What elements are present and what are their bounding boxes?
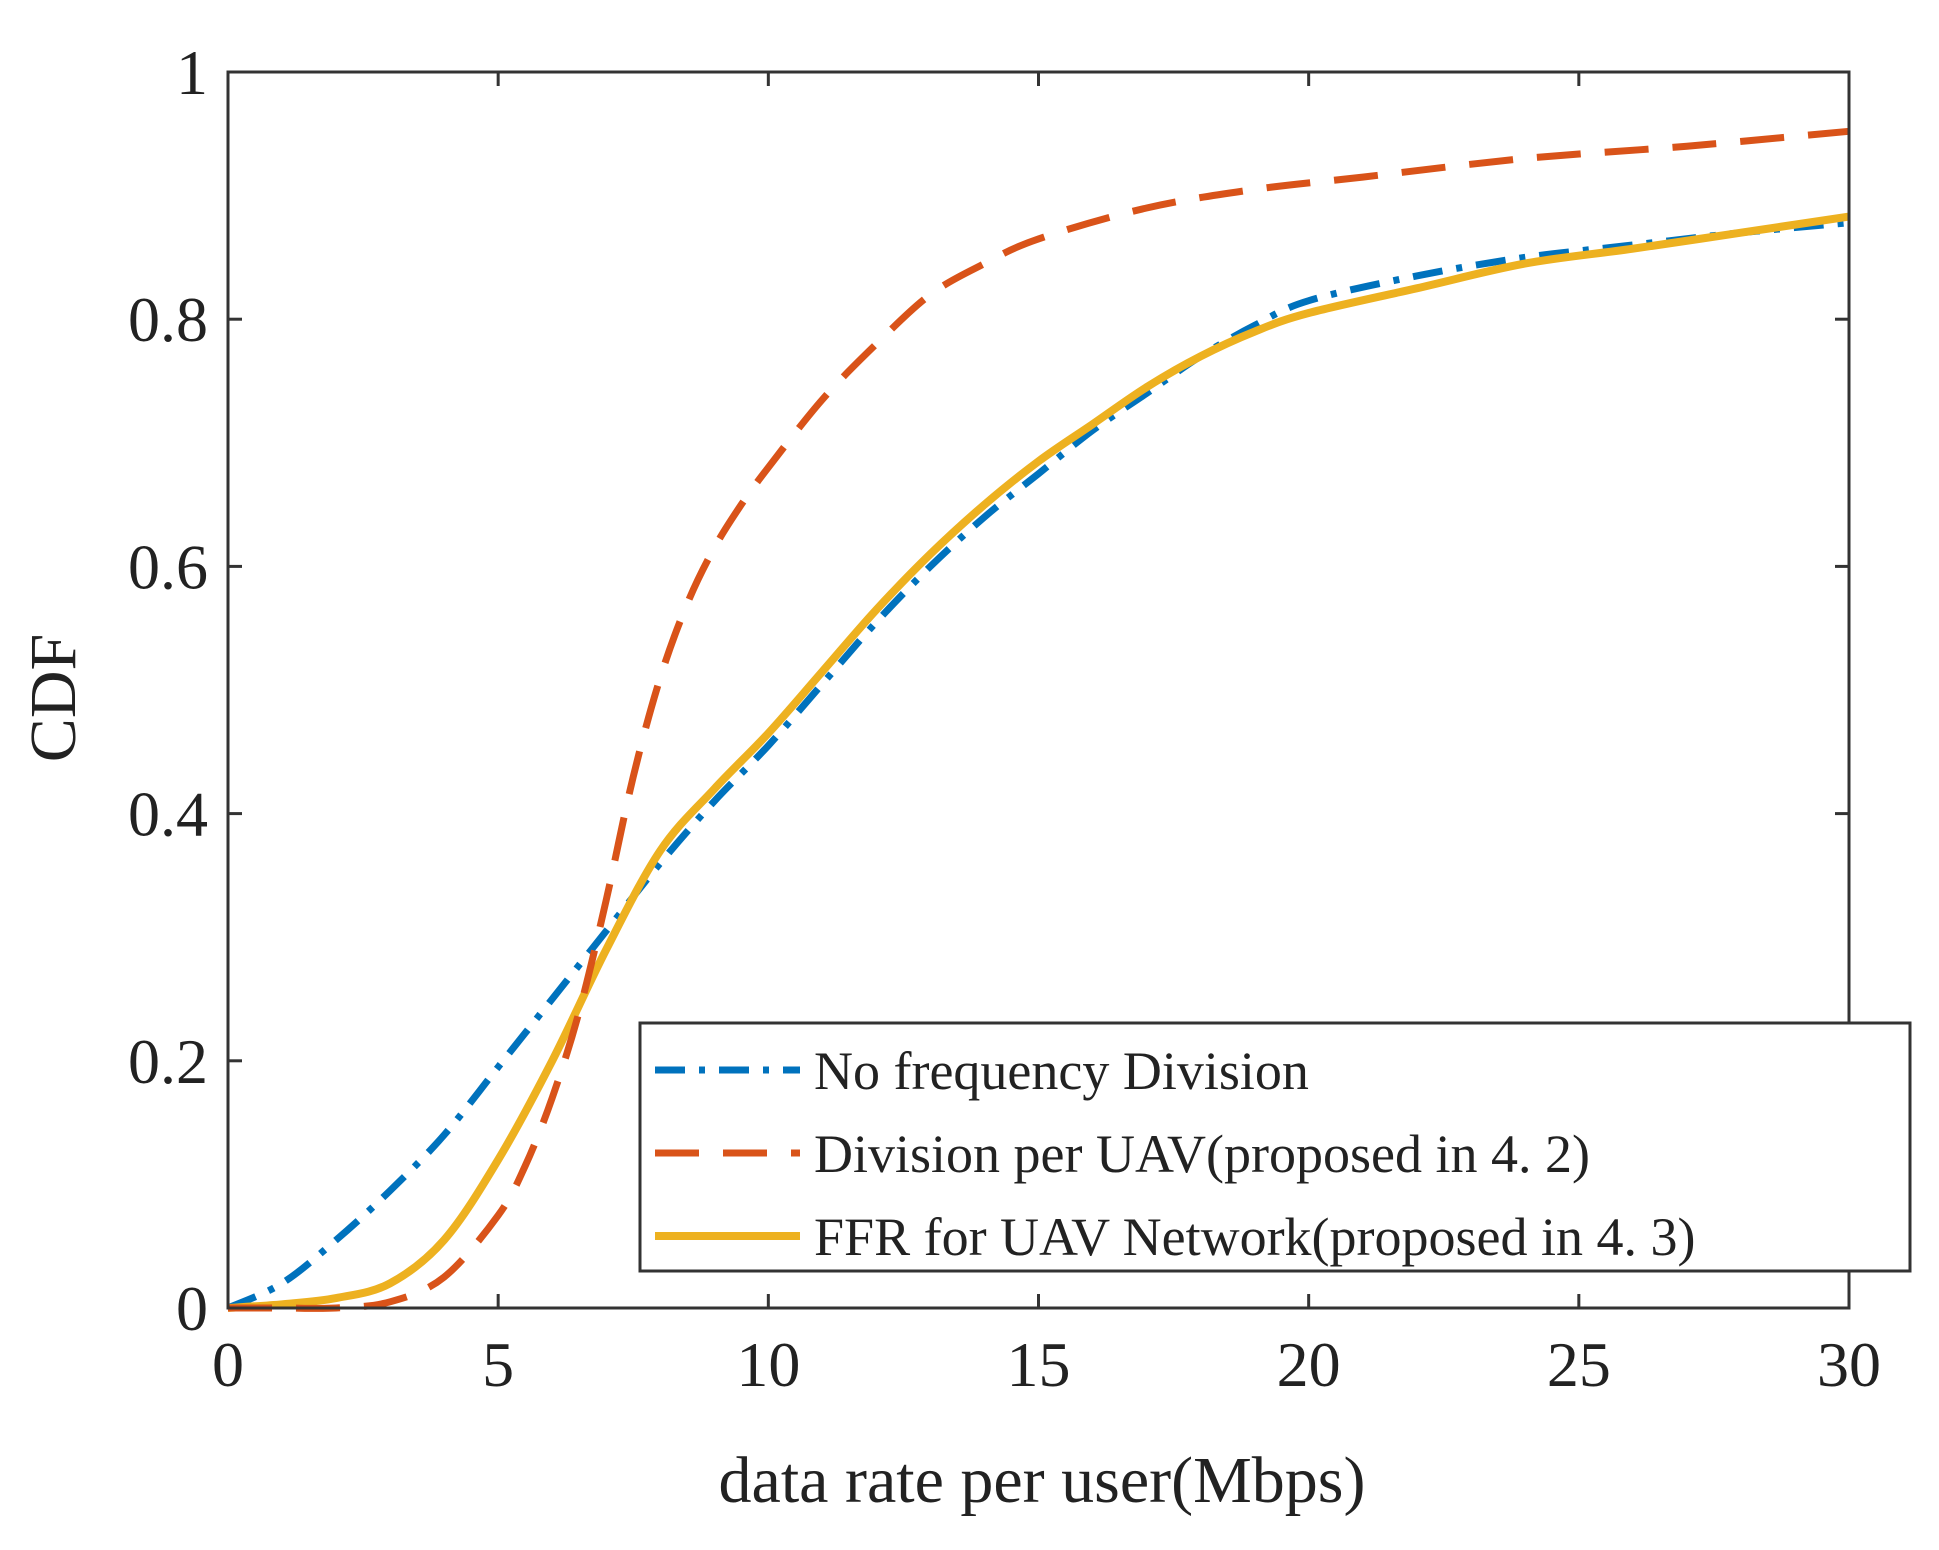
x-tick-label: 25 bbox=[1547, 1329, 1611, 1400]
x-axis-label: data rate per user(Mbps) bbox=[719, 1444, 1366, 1517]
series-line-2 bbox=[227, 212, 1850, 1312]
x-tick-label: 0 bbox=[212, 1329, 244, 1400]
x-tick-label: 20 bbox=[1277, 1329, 1341, 1400]
y-tick-label: 1 bbox=[176, 37, 208, 108]
y-tick-label: 0.8 bbox=[128, 284, 208, 355]
legend-box bbox=[638, 1021, 1912, 1273]
legend-label-0: No frequency Division bbox=[814, 1041, 1309, 1101]
y-tick-labels: 0 0.2 0.4 0.6 0.8 1 bbox=[128, 37, 208, 1344]
y-axis-label: CDF bbox=[17, 634, 90, 762]
y-tick-label: 0 bbox=[176, 1273, 208, 1344]
legend-label-2: FFR for UAV Network(proposed in 4. 3) bbox=[814, 1207, 1695, 1267]
legend-label-1: Division per UAV(proposed in 4. 2) bbox=[814, 1124, 1590, 1184]
series-line-1 bbox=[228, 127, 1850, 1312]
y-tick-label: 0.6 bbox=[128, 531, 208, 602]
y-tick-label: 0.4 bbox=[128, 779, 208, 850]
x-tick-labels: 0 5 10 15 20 25 30 bbox=[212, 1329, 1881, 1400]
legend: No frequency Division Division per UAV(pr… bbox=[638, 1021, 1912, 1273]
series-layer bbox=[226, 127, 1850, 1312]
y-tick-label: 0.2 bbox=[128, 1026, 208, 1097]
legend-entries: No frequency Division Division per UAV(pr… bbox=[655, 1041, 1695, 1267]
x-tick-label: 5 bbox=[482, 1329, 514, 1400]
x-tick-label: 10 bbox=[736, 1329, 800, 1400]
x-tick-label: 30 bbox=[1817, 1329, 1881, 1400]
x-tick-label: 15 bbox=[1007, 1329, 1071, 1400]
ticks-layer bbox=[226, 70, 1851, 1310]
